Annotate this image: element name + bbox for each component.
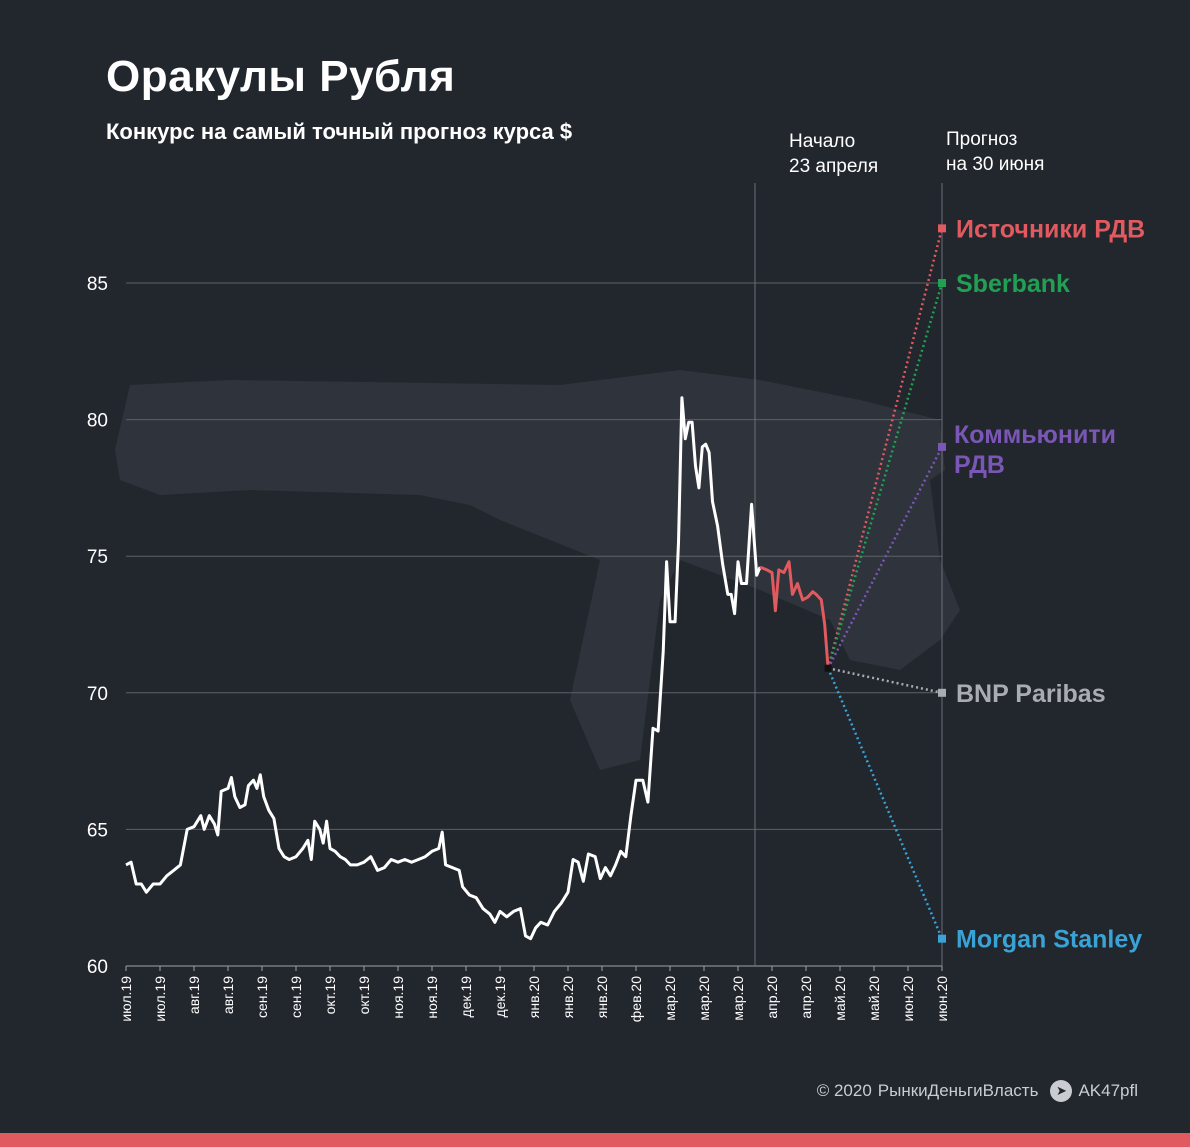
x-tick-label: июн.20 (934, 976, 950, 1022)
y-tick-label: 70 (87, 684, 108, 705)
history-series-line (125, 396, 762, 941)
y-tick-label: 80 (87, 411, 108, 432)
chart-subtitle: Конкурс на самый точный прогноз курса $ (106, 119, 573, 144)
y-tick-label: 60 (87, 957, 108, 978)
forecast-label: BNP Paribas (956, 680, 1106, 708)
telegram-icon: ➤ (1050, 1080, 1073, 1102)
start-annotation-line1: Начало (789, 131, 855, 152)
copyright-text: © 2020 (816, 1081, 872, 1100)
forecast-label: Sberbank (956, 270, 1070, 298)
telegram-handle: AK47pfl (1078, 1081, 1138, 1100)
forecast-line (826, 446, 944, 669)
x-tick-label: фев.20 (628, 976, 644, 1022)
forecast-annotation-line1: Прогноз (946, 129, 1017, 150)
x-tick-label: апр.20 (798, 976, 814, 1019)
forecast-marker (938, 442, 946, 451)
x-tick-label: янв.20 (594, 976, 610, 1018)
forecast-label: Коммьюнити РДВ (954, 421, 1116, 479)
x-tick-label: сен.19 (254, 976, 270, 1018)
x-tick-label: янв.20 (560, 976, 576, 1018)
forecast-line (826, 228, 944, 669)
forecast-marker (938, 279, 946, 287)
y-tick-label: 65 (87, 820, 108, 841)
recent-series-line (759, 560, 830, 669)
x-tick-label: июн.20 (900, 976, 916, 1022)
forecast-line (826, 667, 944, 940)
forecast-marker (938, 934, 946, 943)
y-tick-label: 75 (87, 547, 108, 568)
forecast-lines (826, 224, 946, 943)
x-tick-label: июл.19 (152, 976, 168, 1022)
x-tick-label: май.20 (866, 976, 882, 1021)
x-tick-label: дек.19 (458, 976, 474, 1018)
x-tick-label: ноя.19 (390, 976, 406, 1019)
x-tick-label: дек.19 (492, 976, 508, 1018)
x-tick-label: авг.19 (186, 976, 202, 1014)
x-tick-label: авг.19 (220, 976, 236, 1014)
x-tick-label: май.20 (832, 976, 848, 1021)
forecast-marker (938, 224, 946, 233)
x-tick-label: ноя.19 (424, 976, 440, 1019)
forecast-origin-marker (824, 664, 832, 672)
forecast-labels: Источники РДВ Sberbank Коммьюнити РДВ BNP Pa… (954, 215, 1145, 953)
rifle-silhouette-watermark (115, 370, 960, 770)
forecast-annotation-line2: на 30 июня (946, 154, 1044, 175)
x-tick-label: мар.20 (662, 976, 678, 1021)
x-tick-label: окт.19 (322, 976, 338, 1015)
x-tick-labels: июл.19 июл.19 авг.19 авг.19 сен.19 сен.19 окт.… (118, 965, 950, 1022)
start-annotation-line2: 23 апреля (789, 156, 878, 177)
x-tick-label: янв.20 (526, 976, 542, 1018)
bottom-accent-bar (0, 1133, 1190, 1147)
brand-text: РынкиДеньгиВласть (877, 1081, 1039, 1100)
forecast-label: Morgan Stanley (956, 926, 1142, 954)
x-tick-label: мар.20 (696, 976, 712, 1021)
x-tick-label: апр.20 (764, 976, 780, 1019)
forecast-label: Источники РДВ (956, 215, 1145, 243)
x-tick-label: окт.19 (356, 976, 372, 1015)
x-tick-label: июл.19 (118, 976, 134, 1022)
y-tick-label: 85 (87, 274, 108, 295)
x-tick-label: сен.19 (288, 976, 304, 1018)
chart-title: Оракулы Рубля (106, 52, 456, 101)
x-tick-label: мар.20 (730, 976, 746, 1021)
forecast-line (826, 282, 944, 669)
y-tick-labels: 60 65 70 75 80 85 (87, 274, 108, 978)
footer: © 2020 РынкиДеньгиВласть ➤ AK47pfl (817, 1080, 1138, 1102)
forecast-line (827, 666, 943, 695)
forecast-marker (938, 688, 946, 697)
